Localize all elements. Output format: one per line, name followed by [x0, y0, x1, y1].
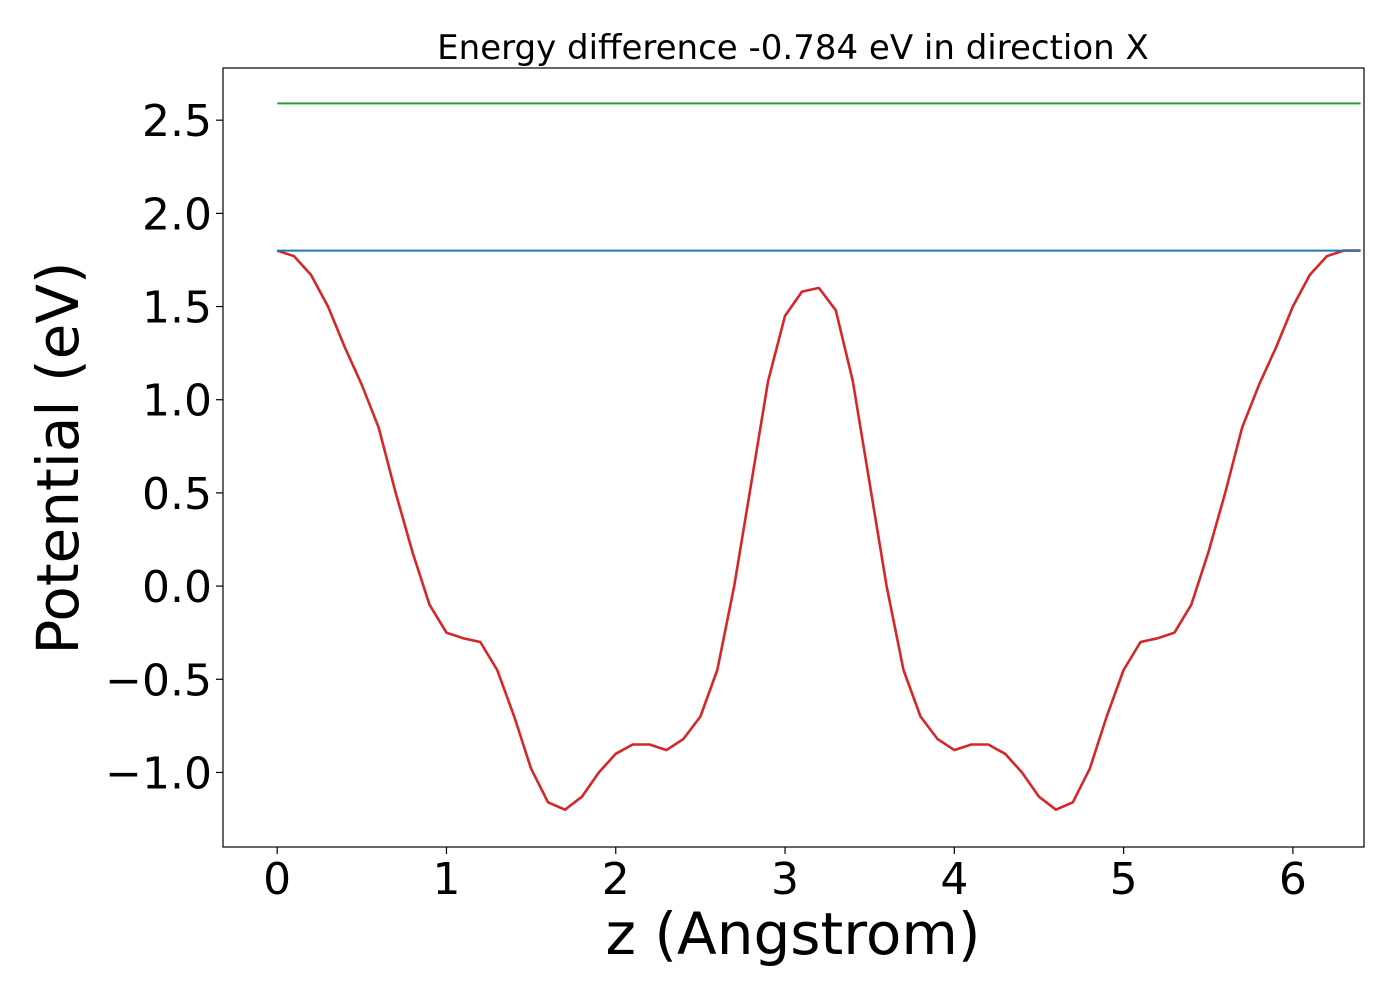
y-tick-label: 2.0	[142, 189, 212, 240]
y-tick-label: −1.0	[105, 748, 212, 799]
x-tick-label: 3	[771, 854, 799, 905]
x-tick-label: 1	[432, 854, 460, 905]
x-tick-label: 6	[1279, 854, 1307, 905]
y-tick-label: −0.5	[105, 655, 212, 706]
axes-layer: 0 1 2 3 4 5 6 −1.0 −0.5 0.0 0.5 1.0 1.5 2.0 2.5	[105, 96, 1307, 905]
x-axis-title: z (Angstrom)	[606, 900, 981, 968]
y-tick-label: 0.0	[142, 562, 212, 613]
y-tick-label: 1.0	[142, 376, 212, 427]
y-axis-title: Potential (eV)	[24, 261, 92, 654]
series-layer	[276, 102, 1361, 812]
x-tick-label: 2	[602, 854, 630, 905]
x-tick-label: 5	[1110, 854, 1138, 905]
y-tick-label: 1.5	[142, 283, 212, 334]
y-tick-label: 2.5	[142, 96, 212, 147]
series-line-0	[276, 249, 1361, 812]
x-tick-label: 0	[263, 854, 291, 905]
y-tick-label: 0.5	[142, 469, 212, 520]
x-tick-label: 4	[940, 854, 968, 905]
chart-title: Energy difference -0.784 eV in direction…	[437, 28, 1149, 68]
plot-frame	[222, 67, 1365, 848]
